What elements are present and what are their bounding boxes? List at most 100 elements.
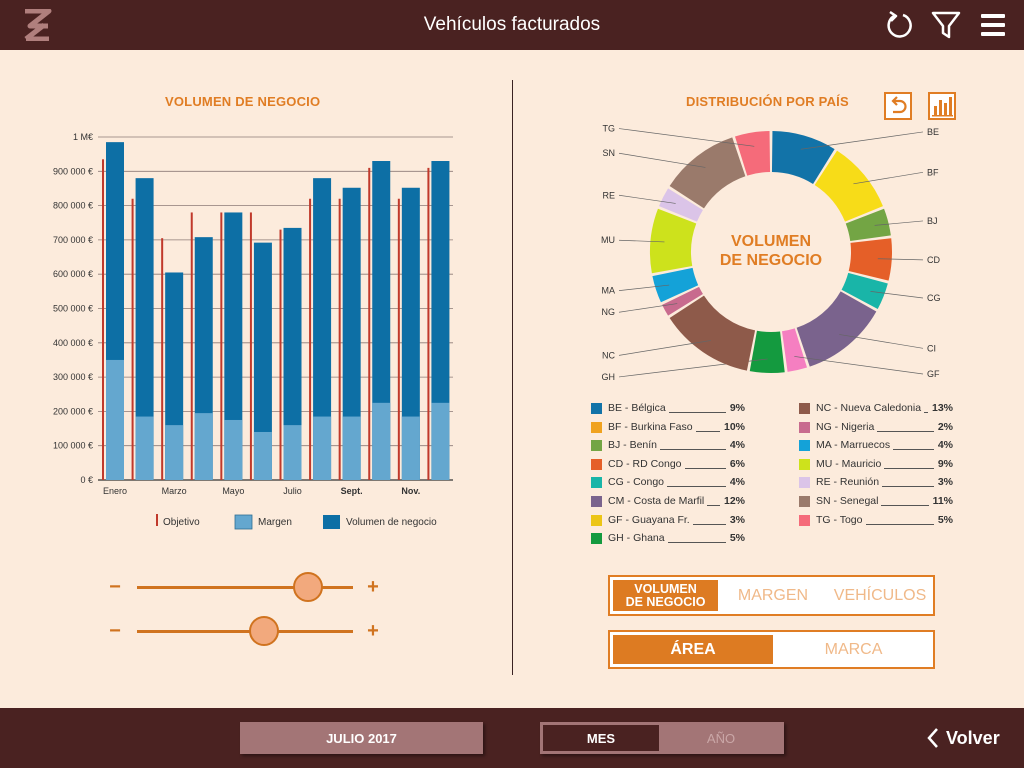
metric-option-vehiculos[interactable]: VEHÍCULOS [833, 586, 927, 604]
volumen-bar [283, 227, 302, 480]
donut-leader-line [870, 291, 924, 299]
y-tick-label: 700 000 € [53, 235, 93, 245]
slider-2[interactable]: − + [105, 616, 395, 646]
legend-percent: 13% [931, 402, 953, 414]
legend-leader [893, 449, 934, 451]
legend-percent: 4% [729, 439, 745, 452]
legend-percent: 4% [729, 476, 745, 489]
legend-swatch [799, 403, 810, 414]
legend-item: SN - Senegal 11% [799, 493, 953, 512]
period-button[interactable]: JULIO 2017 [240, 722, 483, 754]
legend-leader [660, 449, 726, 451]
donut-slice-sn [669, 137, 746, 209]
legend-leader [924, 412, 929, 413]
legend-leader [668, 412, 726, 413]
legend-swatch [799, 440, 810, 452]
donut-slice-tg [734, 131, 771, 176]
legend-leader [865, 523, 934, 525]
undo-icon[interactable] [884, 92, 912, 120]
toggle-option-mes[interactable]: MES [543, 725, 659, 751]
toggle-option-ano[interactable]: AÑO [706, 730, 736, 746]
legend-swatch [799, 477, 810, 489]
legend-objetivo-label: Objetivo [163, 517, 200, 528]
slider-1[interactable]: − + [105, 572, 395, 602]
legend-leader [695, 430, 720, 432]
legend-leader [884, 467, 934, 469]
volumen-bar [431, 161, 450, 480]
legend-label: GF - Guayana Fr. [608, 513, 690, 526]
slider-decrease-icon[interactable]: − [109, 576, 121, 598]
legend-leader [882, 486, 934, 488]
legend-swatch [799, 495, 810, 507]
donut-leader-line [877, 258, 924, 261]
legend-item: GF - Guayana Fr. 3% [591, 512, 745, 531]
panel-divider [512, 80, 513, 675]
refresh-icon[interactable] [882, 9, 916, 41]
y-tick-label: 900 000 € [53, 166, 93, 176]
legend-swatch [591, 421, 602, 433]
metric-toggle[interactable]: VOLUMEN DE NEGOCIO MARGEN VEHÍCULOS [608, 575, 935, 616]
donut-slice-label: GH [602, 372, 616, 382]
legend-item: GH - Ghana 5% [591, 530, 745, 549]
period-type-toggle[interactable]: MES AÑO [540, 722, 784, 754]
legend-label: BJ - Benín [608, 439, 658, 452]
slider-increase-icon[interactable]: + [367, 576, 379, 598]
back-button[interactable]: Volver [926, 724, 1000, 752]
page-title: Vehículos facturados [423, 14, 601, 35]
legend-item: RE - Reunión 3% [799, 474, 953, 493]
legend-label: CD - RD Congo [608, 457, 682, 470]
group-toggle[interactable]: ÁREA MARCA [608, 630, 935, 669]
legend-leader [667, 486, 726, 488]
donut-slice-ng [662, 286, 703, 316]
x-tick-label: Julio [283, 486, 302, 496]
objetivo-mark [368, 167, 371, 480]
donut-center-label: VOLUMEN [731, 233, 811, 250]
legend-swatch [591, 495, 602, 507]
legend-swatch [591, 477, 602, 489]
donut-slice-label: GF [927, 369, 940, 379]
legend-percent: 9% [729, 402, 745, 414]
slider-track[interactable] [137, 586, 353, 589]
slider-increase-icon[interactable]: + [367, 620, 379, 642]
objetivo-mark [427, 167, 430, 480]
metric-option-margen[interactable]: MARGEN [737, 586, 809, 604]
slider-thumb[interactable] [292, 572, 323, 602]
donut-leader-line [618, 239, 665, 243]
objetivo-mark [190, 212, 193, 480]
legend-margen-swatch [234, 514, 253, 530]
slider-track[interactable] [137, 630, 353, 633]
bottom-bar [0, 708, 1024, 768]
legend-swatch [799, 458, 810, 470]
legend-leader [667, 542, 726, 544]
legend-percent: 6% [729, 457, 745, 470]
legend-label: MU - Mauricio [816, 457, 882, 470]
legend-swatch [591, 458, 602, 470]
metric-option-volumen[interactable]: VOLUMEN DE NEGOCIO [613, 580, 718, 611]
group-option-area[interactable]: ÁREA [613, 635, 773, 664]
legend-margen-label: Margen [258, 517, 292, 528]
x-tick-label: Marzo [162, 486, 187, 496]
legend-swatch [591, 533, 602, 545]
margen-bar [283, 425, 302, 480]
app-logo-icon[interactable] [22, 8, 52, 42]
legend-swatch [799, 514, 810, 526]
donut-slice-label: MU [601, 235, 615, 245]
objetivo-mark [338, 198, 341, 480]
slider-thumb[interactable] [249, 616, 280, 646]
legend-swatch [591, 403, 602, 414]
bar-chart-title: VOLUMEN DE NEGOCIO [165, 94, 321, 109]
objetivo-mark [220, 212, 223, 480]
legend-item: BF - Burkina Faso 10% [591, 419, 745, 438]
hamburger-menu-icon[interactable] [977, 9, 1011, 41]
slider-decrease-icon[interactable]: − [109, 620, 121, 642]
margen-bar [165, 425, 184, 480]
bar-chart: 0 € 100 000 € 200 000 € 300 000 € 400 000 € 5… [53, 132, 453, 530]
legend-label: TG - Togo [816, 513, 863, 526]
objetivo-mark [131, 198, 134, 480]
bar-chart-icon[interactable] [928, 92, 956, 120]
filter-icon[interactable] [929, 9, 963, 41]
legend-swatch [591, 514, 602, 526]
legend-item: NG - Nigeria 2% [799, 419, 953, 438]
donut-slice-re [659, 188, 703, 222]
group-option-marca[interactable]: MARCA [824, 640, 883, 658]
